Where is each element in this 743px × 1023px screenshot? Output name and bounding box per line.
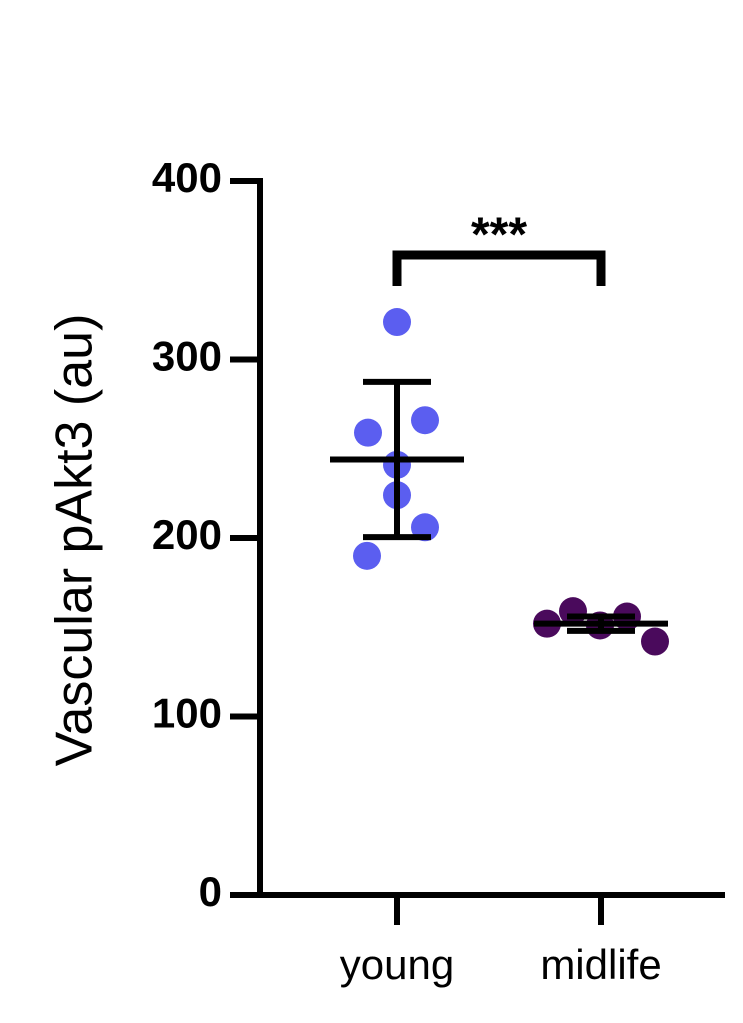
y-tick-label: 200 (152, 511, 222, 558)
data-point (411, 406, 439, 435)
error-bar (567, 613, 635, 634)
data-point (353, 541, 381, 570)
significance-label: *** (471, 209, 527, 262)
y-tick-label: 0 (199, 868, 222, 915)
error-bar (363, 378, 431, 541)
data-point (383, 308, 411, 337)
data-point (354, 418, 382, 447)
significance-bracket (392, 250, 606, 286)
y-axis-label: Vascular pAkt3 (au) (46, 314, 104, 767)
y-tick-label: 100 (152, 690, 222, 737)
x-tick-label: young (340, 941, 454, 988)
y-tick-label: 300 (152, 333, 222, 380)
x-tick-label: midlife (540, 941, 661, 988)
data-point (641, 627, 669, 656)
y-tick-label: 400 (152, 154, 222, 201)
